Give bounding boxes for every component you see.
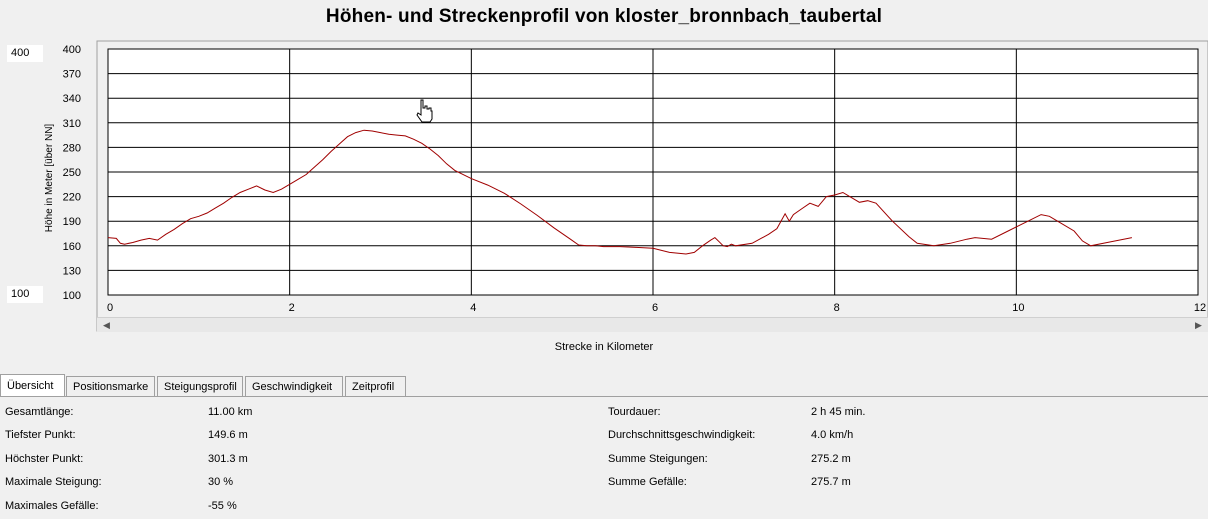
y-max-spinbox[interactable]: 400	[7, 45, 43, 62]
y-tick-label: 340	[63, 93, 81, 105]
x-axis-label: Strecke in Kilometer	[554, 341, 654, 353]
y-tick-label: 280	[63, 142, 81, 154]
tab-steigungsprofil[interactable]: Steigungsprofil	[157, 376, 243, 396]
x-tick-label: 4	[470, 302, 476, 314]
stat-label-max-descent: Maximales Gefälle:	[5, 500, 99, 512]
tab-zeitprofil[interactable]: Zeitprofil	[345, 376, 406, 396]
y-tick-label: 400	[63, 44, 81, 56]
y-tick-label: 250	[63, 167, 81, 179]
x-tick-label: 6	[652, 302, 658, 314]
stat-value-duration: 2 h 45 min.	[811, 406, 866, 418]
stat-value-total-length: 11.00 km	[208, 406, 253, 418]
stat-value-total-ascent: 275.2 m	[811, 453, 851, 465]
y-tick-label: 370	[63, 69, 81, 81]
x-axis: 0 2 4 6 8 10 12	[107, 302, 1206, 314]
elevation-chart: 100 130 160 190 220 250 280 310 340 370 400 0 2 4 6 8 1…	[44, 40, 1208, 332]
stat-label-duration: Tourdauer:	[608, 406, 661, 418]
x-tick-label: 0	[107, 302, 113, 314]
stat-value-lowest-point: 149.6 m	[208, 429, 248, 441]
stat-value-max-descent: -55 %	[208, 500, 237, 512]
y-tick-label: 100	[63, 290, 81, 302]
stat-label-total-length: Gesamtlänge:	[5, 406, 74, 418]
stat-label-total-descent: Summe Gefälle:	[608, 476, 687, 488]
y-tick-label: 310	[63, 118, 81, 130]
stat-label-avg-speed: Durchschnittsgeschwindigkeit:	[608, 429, 756, 441]
y-tick-label: 130	[63, 265, 81, 277]
y-tick-label: 160	[63, 241, 81, 253]
scroll-right-icon[interactable]: ▶	[1195, 320, 1202, 330]
stat-value-total-descent: 275.7 m	[811, 476, 851, 488]
hand-cursor-icon	[416, 99, 433, 123]
stat-label-lowest-point: Tiefster Punkt:	[5, 429, 76, 441]
elevation-series-line	[107, 129, 1132, 255]
y-tick-label: 190	[63, 216, 81, 228]
y-min-spinbox[interactable]: 100	[7, 286, 43, 303]
stat-value-avg-speed: 4.0 km/h	[811, 429, 854, 441]
grid	[107, 48, 1199, 296]
series-layer	[107, 129, 1132, 255]
tab-positionsmarke[interactable]: Positionsmarke	[66, 376, 155, 396]
tab-geschwindigkeit[interactable]: Geschwindigkeit	[245, 376, 343, 396]
x-tick-label: 12	[1194, 302, 1206, 314]
stat-value-max-climb: 30 %	[208, 476, 234, 488]
y-tick-label: 220	[63, 192, 81, 204]
chart-title: Höhen- und Streckenprofil von kloster_br…	[325, 6, 883, 27]
y-axis-label: Höhe in Meter [über NN]	[44, 124, 55, 233]
tab-bar: Übersicht Positionsmarke Steigungsprofil…	[0, 374, 1208, 397]
x-tick-label: 8	[834, 302, 840, 314]
tab-divider	[0, 396, 1208, 397]
horizontal-scrollbar[interactable]: ◀ ▶	[97, 317, 1208, 332]
stat-label-highest-point: Höchster Punkt:	[5, 453, 84, 465]
x-tick-label: 10	[1012, 302, 1024, 314]
stat-label-max-climb: Maximale Steigung:	[5, 476, 102, 488]
stat-value-highest-point: 301.3 m	[208, 453, 248, 465]
tab-uebersicht[interactable]: Übersicht	[0, 374, 65, 397]
stat-label-total-ascent: Summe Steigungen:	[608, 453, 708, 465]
scroll-left-icon[interactable]: ◀	[103, 320, 110, 330]
x-tick-label: 2	[289, 302, 295, 314]
y-axis: 100 130 160 190 220 250 280 310 340 370 400	[63, 44, 81, 302]
